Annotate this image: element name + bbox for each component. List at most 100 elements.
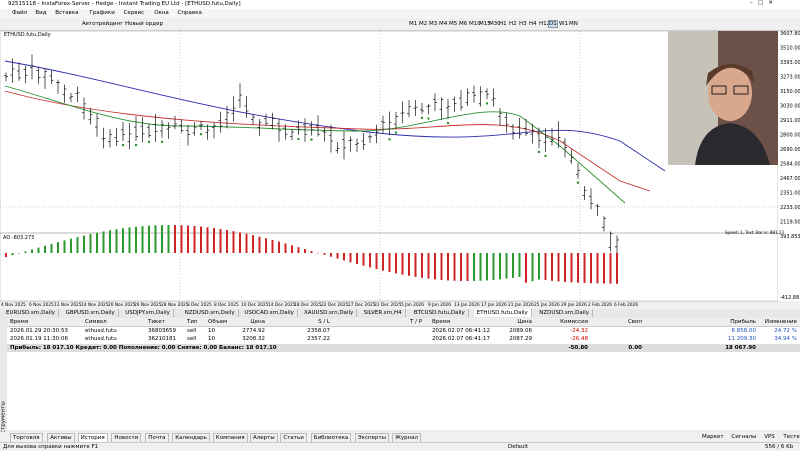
timeframe-button[interactable]: H12 [539, 21, 551, 27]
timeframe-button[interactable]: H3 [519, 21, 527, 27]
column-header[interactable]: S / L [318, 319, 330, 325]
ao-bar [583, 253, 586, 283]
new-order-button[interactable]: Новый ордер [125, 21, 163, 27]
ao-bar [252, 235, 254, 253]
timeframe-button[interactable]: M6 [459, 21, 468, 27]
signal-dot [446, 121, 450, 125]
chart-label: ETHUSD.futu,Daily [4, 32, 51, 38]
column-header[interactable]: Объем [208, 319, 228, 325]
cell-change: 24.72 % [774, 328, 797, 334]
signal-dot [388, 138, 391, 141]
cell-volume: 10 [208, 336, 215, 342]
price-label: 2911.00 [780, 118, 800, 124]
table-header: Время Символ Тикет Тип Объем Цена S / L T / P Вр… [0, 318, 800, 327]
timeframe-button[interactable]: M4 [439, 21, 448, 27]
timeframe-button[interactable]: H2 [509, 21, 517, 27]
window-controls[interactable]: – □ ✕ [750, 0, 774, 6]
ao-bar [76, 237, 79, 253]
column-header[interactable]: Тип [187, 319, 198, 325]
menu-item[interactable]: Вид [35, 10, 47, 16]
ao-bar [453, 253, 456, 281]
ao-bar [70, 238, 72, 253]
column-header[interactable]: Символ [85, 319, 107, 325]
column-header[interactable]: Прибыль [730, 319, 756, 325]
timeframe-button[interactable]: M5 [449, 21, 458, 27]
menu-item[interactable]: Файл [12, 10, 28, 16]
ao-bar [135, 226, 137, 253]
symbol-tab[interactable]: NZDUSD.srn,Daily [536, 309, 594, 317]
column-header[interactable]: Время [432, 319, 451, 325]
ao-bar [232, 231, 235, 253]
cell-price: 3208.32 [242, 336, 265, 342]
ao-bar [557, 253, 560, 282]
column-header[interactable]: Цена [517, 319, 532, 325]
column-header[interactable]: Время [10, 319, 29, 325]
timeframe-button[interactable]: M10 [469, 21, 481, 27]
column-header[interactable]: T / P [410, 319, 423, 325]
summary-commission: -50.80 [568, 345, 588, 351]
symbol-tab[interactable]: BTCUSD.futu,Daily [411, 309, 469, 317]
timeframe-button[interactable]: D1 [548, 20, 558, 28]
column-header[interactable]: Цена [250, 319, 265, 325]
symbol-tab[interactable]: NZDUSD.srn,Daily [182, 309, 239, 317]
panel-button[interactable]: Маркет [702, 434, 724, 440]
symbol-tab[interactable]: USDJPY.srn,Daily [122, 309, 174, 317]
column-header[interactable]: Изменение [764, 319, 797, 325]
ao-bar [375, 253, 378, 270]
table-row[interactable]: 2026.01.19 11:30:06 ethusd.futu 36210181 se… [0, 335, 800, 343]
ao-bar [336, 253, 339, 259]
date-label: 3 Dec 2025 [187, 302, 212, 308]
date-label: 17 Jan 2026 [481, 302, 507, 308]
symbol-tab[interactable]: EURUSD.srn,Daily [3, 309, 60, 317]
ao-bar [395, 253, 397, 274]
menu-item[interactable]: Окна [154, 10, 169, 16]
timeframe-button[interactable]: MN [569, 21, 578, 27]
ao-bar [96, 232, 98, 253]
panel-button[interactable]: VPS [764, 434, 775, 440]
table-row[interactable]: 2026.01.29 20:30:53 ethusd.futu 36803659 se… [0, 327, 800, 335]
symbol-tab[interactable]: SILVER.srn,H4 [361, 309, 406, 317]
timeframe-button[interactable]: M1 [409, 21, 418, 27]
ao-bar [525, 253, 527, 283]
menu-item[interactable]: Справка [177, 10, 202, 16]
ao-bar [434, 253, 436, 280]
cell-open-time: 2026.01.19 11:30:06 [10, 336, 68, 342]
symbol-tab[interactable]: ETHUSD.futu,Daily [473, 309, 532, 317]
date-label: 12 Nov 2025 [54, 302, 82, 308]
menu-item[interactable]: Сервис [123, 10, 145, 16]
symbol-tab[interactable]: XAUUSD.srn,Daily [301, 309, 358, 317]
date-label: 25 Jan 2026 [534, 302, 560, 308]
column-header[interactable]: Своп [627, 319, 642, 325]
symbol-tabs: EURUSD.srn,Daily GBPUSD.srn,Daily USDJPY.s… [0, 309, 800, 318]
ao-bar [44, 245, 46, 253]
ao-bar [193, 225, 196, 253]
status-help: Для вызова справки нажмите F1 [3, 444, 99, 450]
timeframe-button[interactable]: H4 [529, 21, 537, 27]
status-bar: Для вызова справки нажмите F1 Default 55… [0, 442, 800, 451]
symbol-tab[interactable]: GBPUSD.srn,Daily [63, 309, 119, 317]
column-header[interactable]: Тикет [148, 319, 165, 325]
timeframe-button[interactable]: W1 [559, 21, 568, 27]
ao-bar [427, 253, 430, 279]
column-header[interactable]: Комиссия [560, 319, 588, 325]
cell-close-price: 2087.29 [509, 336, 532, 342]
cell-close-time: 2026.02.07 06:41:12 [432, 328, 490, 334]
timeframe-button[interactable]: H1 [499, 21, 507, 27]
menu-item[interactable]: Графики [89, 10, 115, 16]
symbol-tab[interactable]: USDCAD.srn,Daily [241, 309, 298, 317]
timeframe-button[interactable]: M30 [489, 21, 501, 27]
price-label: 2584.00 [780, 162, 800, 168]
autotrading-button[interactable]: Автотрейдинг [82, 21, 124, 27]
panel-button[interactable]: Тестер [783, 434, 800, 440]
timeframe-button[interactable]: M2 [419, 21, 428, 27]
menu-item[interactable]: Вставка [55, 10, 79, 16]
indicator-label: AO -803.273 [3, 235, 34, 241]
signal-dot [134, 143, 138, 147]
ao-bar [50, 243, 53, 253]
timeframe-button[interactable]: M15 [479, 21, 491, 27]
timeframe-button[interactable]: M3 [429, 21, 438, 27]
price-label: 3393.00 [780, 60, 800, 66]
panel-button[interactable]: Сигналы [731, 434, 757, 440]
date-label: 26 Nov 2025 [134, 302, 162, 308]
cell-price: 2774.92 [242, 328, 265, 334]
